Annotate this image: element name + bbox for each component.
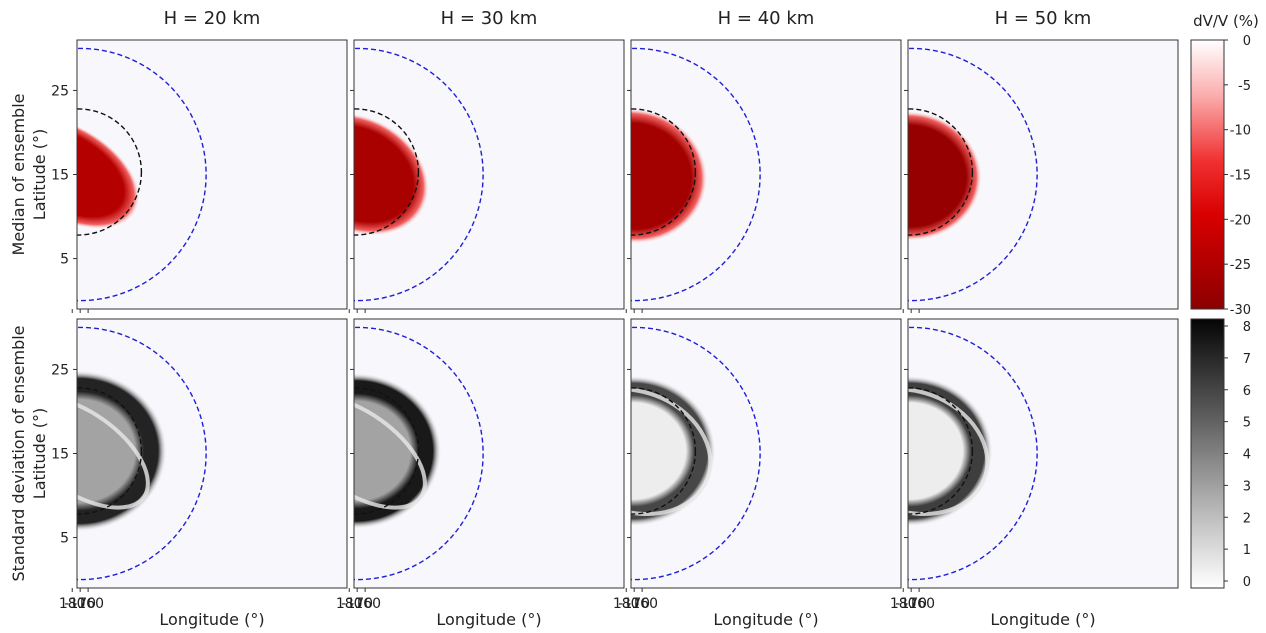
median-anomaly-blob [354, 112, 430, 236]
panel-1-1 [354, 319, 624, 588]
colorbar-1-tick-0: 8 [1243, 320, 1251, 335]
column-title-2: H = 40 km [718, 8, 815, 29]
row-axis-label-0: Latitude (°) [30, 129, 49, 220]
colorbar-1-tick-5: 3 [1243, 479, 1251, 494]
colorbar-1-tick-6: 2 [1243, 511, 1251, 526]
x-axis-title-0: Longitude (°) [159, 610, 264, 629]
y-tick-label-0-2: 25 [51, 83, 69, 99]
std-seam [631, 387, 713, 517]
x-tick-label-3-1: -170 [895, 596, 927, 612]
column-title-0: H = 20 km [164, 8, 261, 29]
row-label-0: Median of ensemble [9, 94, 28, 256]
row-label-1: Standard deviation of ensemble [9, 325, 28, 581]
x-tick-label-0-2: -160 [72, 596, 104, 612]
outer-dashed-circle [77, 47, 207, 302]
inner-dashed-circle [77, 387, 143, 515]
inner-dashed-circle [631, 387, 697, 515]
colorbar-0-tick-0: 0 [1243, 34, 1251, 49]
panel-1-2 [631, 319, 901, 588]
inner-dashed-circle [354, 108, 420, 236]
std-anomaly-blob [631, 375, 716, 527]
y-tick-label-0-1: 15 [51, 168, 69, 184]
colorbar-0-tick-4: -20 [1230, 213, 1251, 228]
colorbar-0-tick-1: -5 [1238, 79, 1251, 94]
y-tick-label-0-0: 5 [60, 252, 69, 268]
row-axis-label-1: Latitude (°) [30, 408, 49, 499]
panel-1-3 [908, 319, 1178, 588]
std-seam [77, 394, 150, 510]
std-anomaly-blob [354, 373, 442, 529]
x-tick-label-3-0: 180 [890, 596, 917, 612]
panel-0-3 [908, 40, 1178, 309]
std-seam [908, 387, 990, 517]
inner-dashed-circle [908, 387, 974, 515]
colorbar-0 [1190, 39, 1225, 310]
outer-dashed-circle [908, 326, 1038, 581]
colorbar-0-tick-3: -15 [1230, 169, 1251, 184]
std-seam [354, 394, 427, 510]
std-anomaly-blob [77, 370, 167, 532]
colorbar-1-tick-3: 5 [1243, 416, 1251, 431]
median-anomaly-blob [77, 114, 140, 230]
x-tick-label-3-2: -160 [903, 596, 935, 612]
panel-0-1 [354, 40, 624, 309]
panel-0-0 [77, 40, 347, 309]
x-tick-label-2-0: 180 [613, 596, 640, 612]
outer-dashed-circle [631, 47, 761, 302]
std-anomaly-blob [908, 375, 993, 527]
column-title-3: H = 50 km [995, 8, 1092, 29]
panel-0-2 [631, 40, 901, 309]
inner-dashed-circle [354, 387, 420, 515]
colorbar-0-tick-6: -30 [1230, 303, 1251, 318]
colorbar-1-tick-7: 1 [1243, 543, 1251, 558]
outer-dashed-circle [908, 47, 1038, 302]
x-tick-label-0-1: -170 [64, 596, 96, 612]
y-tick-label-1-1: 15 [51, 447, 69, 463]
inner-dashed-circle [77, 108, 143, 236]
outer-dashed-circle [631, 326, 761, 581]
x-tick-label-2-2: -160 [626, 596, 658, 612]
x-tick-label-1-2: -160 [349, 596, 381, 612]
colorbar-0-tick-5: -25 [1230, 258, 1251, 273]
colorbar-1-tick-4: 4 [1243, 448, 1251, 463]
x-axis-title-3: Longitude (°) [990, 610, 1095, 629]
x-axis-title-1: Longitude (°) [436, 610, 541, 629]
colorbar-1 [1190, 318, 1225, 589]
x-tick-label-1-0: 180 [336, 596, 363, 612]
x-tick-label-2-1: -170 [618, 596, 650, 612]
colorbar-title-0: dV/V (%) [1193, 12, 1259, 30]
median-anomaly-blob [908, 110, 983, 242]
inner-dashed-circle [908, 108, 974, 236]
inner-dashed-circle [631, 108, 697, 236]
median-anomaly-blob [631, 108, 708, 244]
x-tick-label-1-1: -170 [341, 596, 373, 612]
colorbar-1-tick-1: 7 [1243, 352, 1251, 367]
x-tick-label-0-0: 180 [59, 596, 86, 612]
outer-dashed-circle [77, 326, 207, 581]
x-axis-title-2: Longitude (°) [713, 610, 818, 629]
outer-dashed-circle [354, 326, 484, 581]
y-tick-label-1-0: 5 [60, 531, 69, 547]
colorbar-0-tick-2: -10 [1230, 124, 1251, 139]
outer-dashed-circle [354, 47, 484, 302]
column-title-1: H = 30 km [441, 8, 538, 29]
y-tick-label-1-2: 25 [51, 362, 69, 378]
colorbar-1-tick-2: 6 [1243, 384, 1251, 399]
panel-1-0 [77, 319, 347, 588]
colorbar-1-tick-8: 0 [1243, 575, 1251, 590]
